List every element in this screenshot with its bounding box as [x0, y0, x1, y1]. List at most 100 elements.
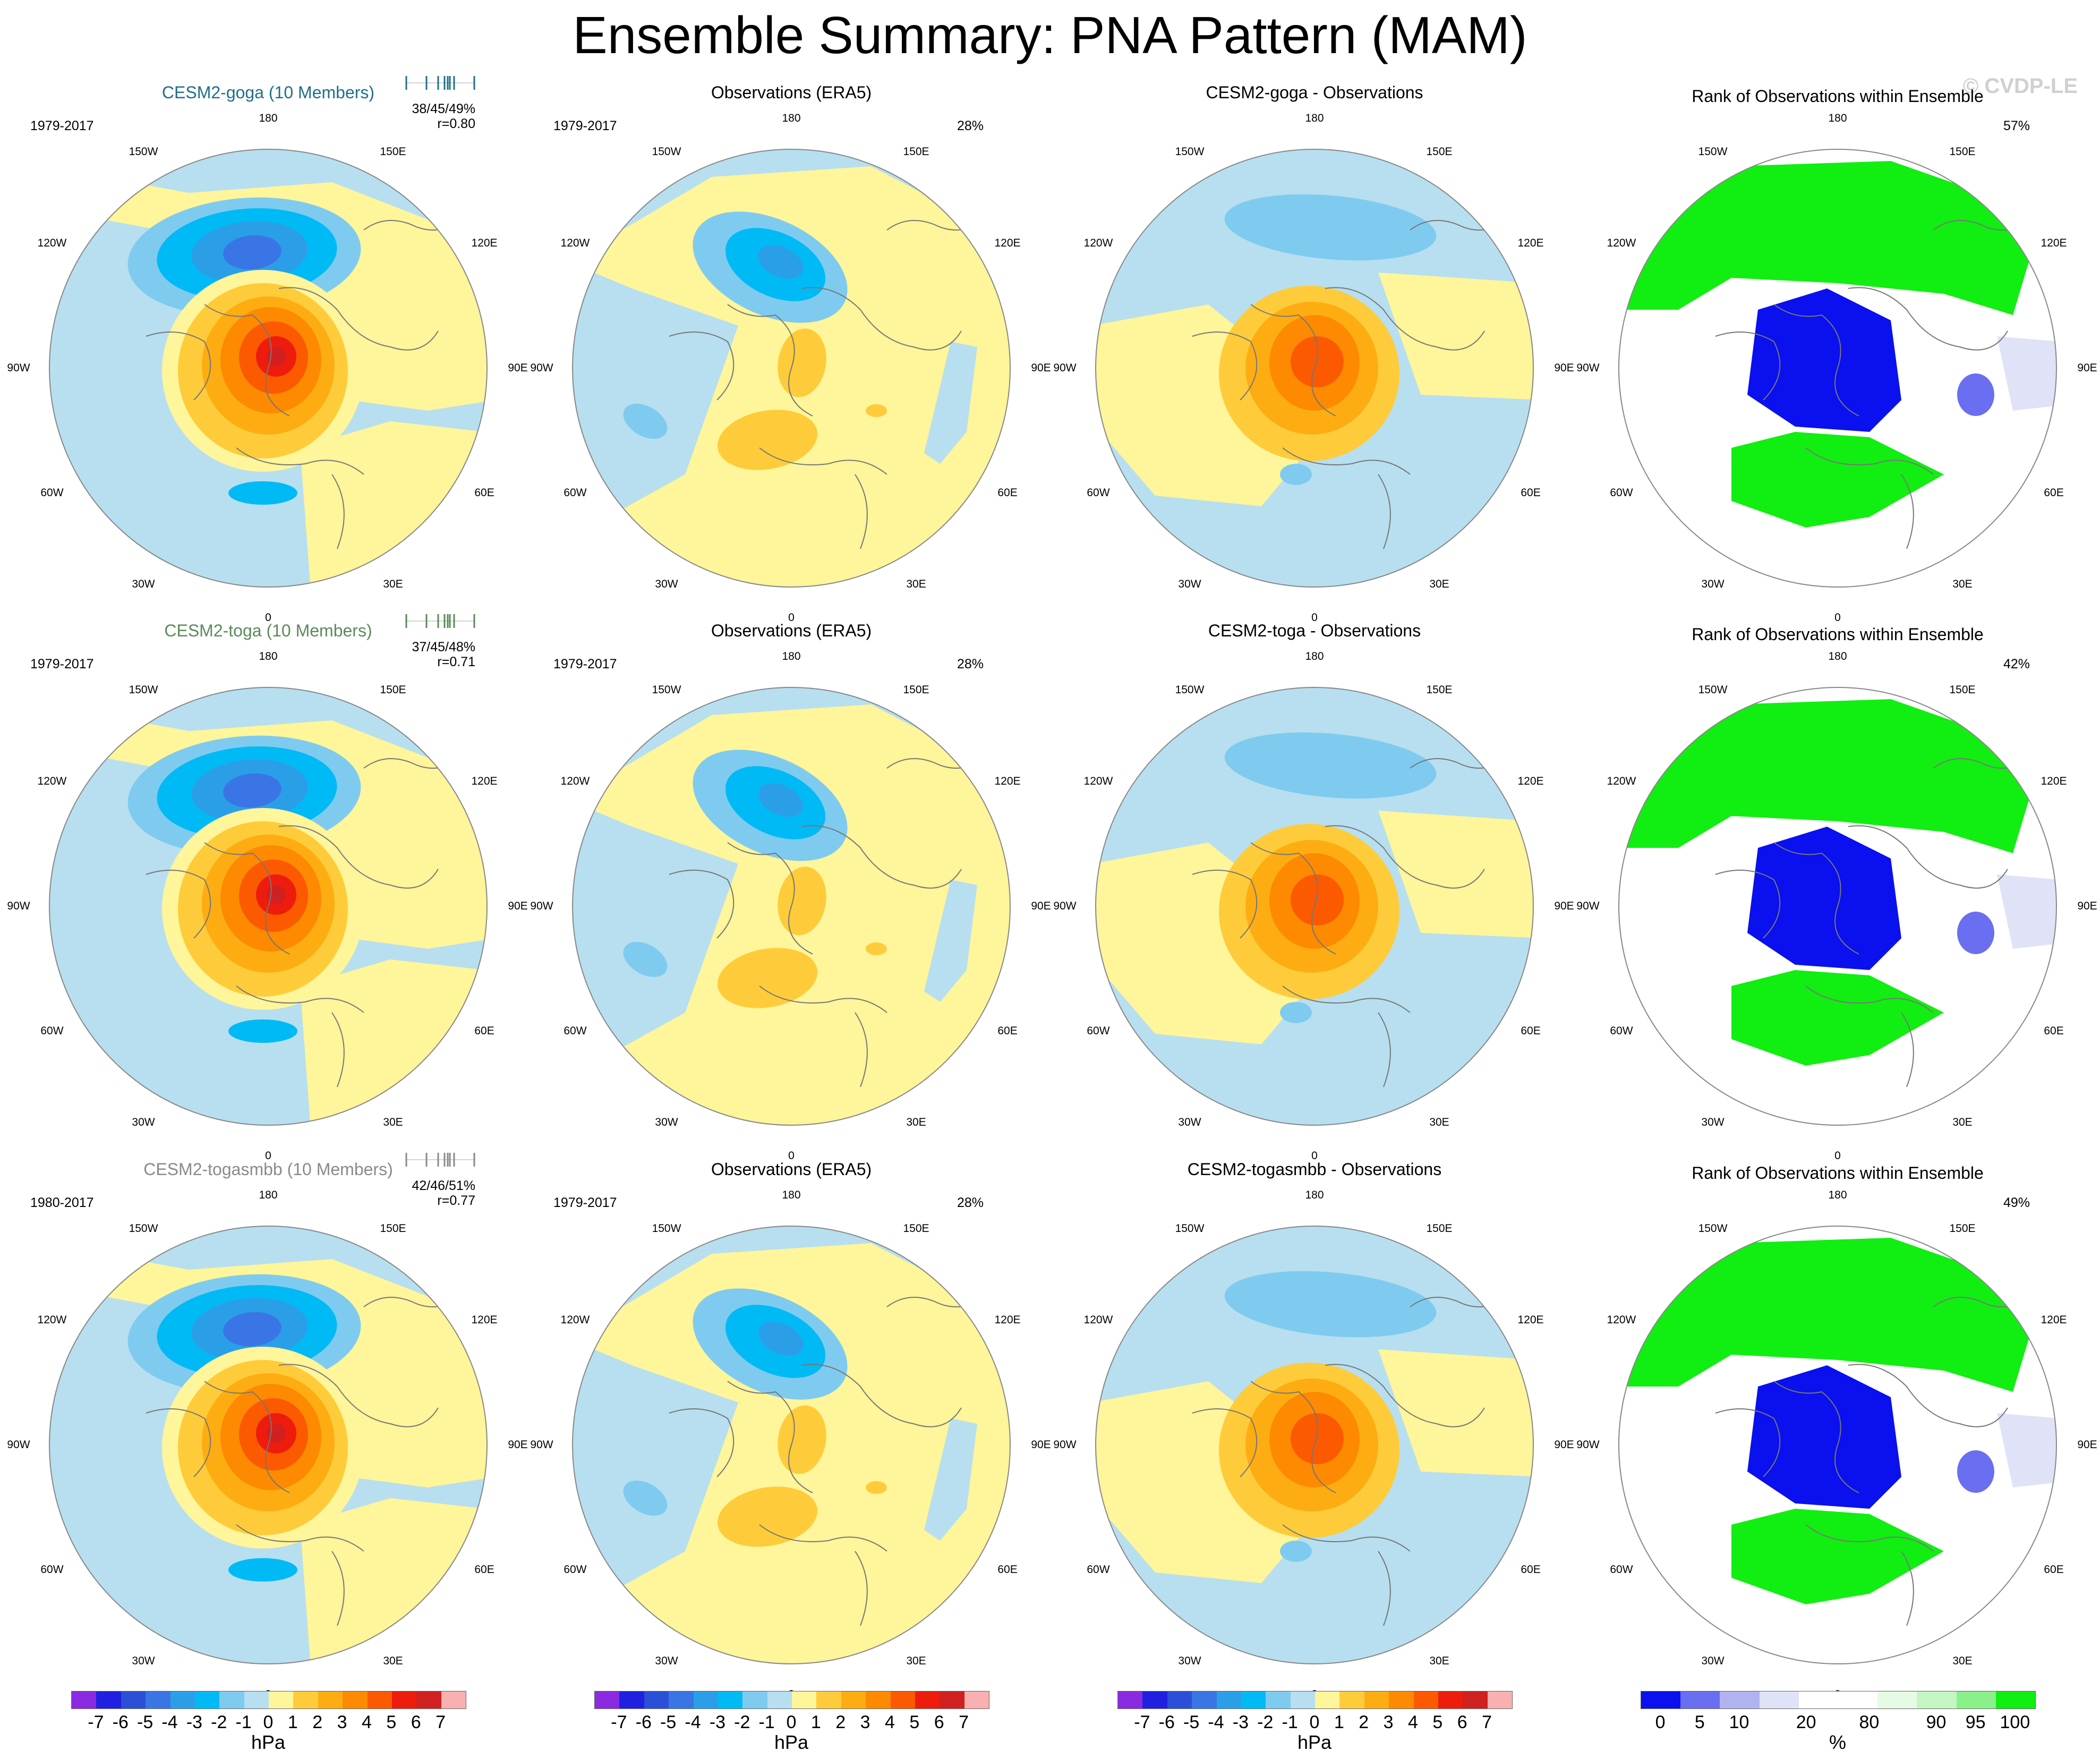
- colorbar-swatch: [1118, 1691, 1143, 1708]
- longitude-label: 150E: [1949, 145, 1976, 158]
- colorbar-swatch: [644, 1691, 669, 1708]
- atlantic-low: [1280, 1002, 1312, 1023]
- colorbar-tick-label: -7: [1134, 1712, 1150, 1732]
- colorbar-swatch: [940, 1691, 964, 1708]
- longitude-label: 90W: [1053, 900, 1077, 912]
- longitude-label: 150E: [380, 145, 406, 158]
- longitude-label: 120E: [994, 1314, 1021, 1326]
- longitude-label: 150E: [903, 683, 929, 696]
- longitude-label: 150E: [1426, 145, 1453, 158]
- colorbar-model: [71, 1691, 466, 1709]
- longitude-label: 90W: [7, 1439, 30, 1451]
- rank-20-east: [1997, 1413, 2056, 1487]
- map-border: [49, 149, 488, 588]
- coastline: [204, 842, 290, 955]
- rank-low-east: [1957, 912, 1994, 954]
- longitude-label: 120E: [471, 237, 498, 249]
- colorbar-swatch: [170, 1691, 195, 1708]
- colorbar-swatch: [1720, 1691, 1760, 1708]
- ocean-strip: [924, 342, 977, 464]
- coastline: [1282, 447, 1411, 475]
- ensemble-percent-stats: 37/45/48%: [412, 640, 475, 654]
- longitude-label: 90E: [508, 1439, 528, 1451]
- longitude-label: 120E: [2041, 775, 2067, 787]
- high-patch-3: [866, 404, 887, 417]
- longitude-label: 150E: [1949, 683, 1976, 696]
- atlantic-low: [1280, 464, 1312, 485]
- coastline: [669, 870, 735, 939]
- high-patch-2: [717, 410, 818, 470]
- colorbar-tick-label: -1: [235, 1712, 252, 1732]
- longitude-label: 30E: [1429, 1655, 1449, 1668]
- coastline: [204, 304, 290, 416]
- colorbar-tick-label: -7: [88, 1712, 104, 1732]
- panel-title-rank: Rank of Observations within Ensemble: [1692, 87, 1984, 106]
- panel-title-model: CESM2-goga (10 Members): [161, 83, 375, 102]
- percent-label: 49%: [2003, 1195, 2030, 1210]
- colorbar-tick-label: -6: [112, 1712, 129, 1732]
- colorbar-swatch: [293, 1691, 318, 1708]
- longitude-label: 120E: [1517, 1314, 1544, 1326]
- colorbar-swatch: [1641, 1691, 1681, 1708]
- longitude-label: 60W: [564, 1025, 587, 1037]
- colorbar-diff: [1117, 1691, 1513, 1709]
- rank-100-south: [1731, 432, 1944, 528]
- longitude-label: 90W: [1576, 900, 1600, 912]
- spread-whisker-glyph: [405, 76, 475, 90]
- longitude-label: 120W: [1607, 1314, 1636, 1326]
- longitude-label: 30E: [906, 1116, 926, 1129]
- colorbar-tick-label: 2: [1359, 1712, 1369, 1732]
- coastline: [331, 1012, 345, 1087]
- colorbar-tick-label: 100: [2000, 1712, 2030, 1732]
- longitude-label: 0: [1834, 1150, 1841, 1162]
- colorbar-obs: [594, 1691, 989, 1709]
- longitude-label: 120W: [37, 1314, 67, 1326]
- polar-map-model: [49, 149, 488, 588]
- colorbar-swatch: [121, 1691, 146, 1708]
- longitude-label: 90E: [1554, 362, 1574, 374]
- coastline: [146, 1408, 211, 1477]
- longitude-label: 150W: [129, 683, 158, 696]
- colorbar-tick-label: 6: [1457, 1712, 1467, 1732]
- coastline: [278, 825, 439, 889]
- longitude-label: 60E: [1521, 487, 1541, 499]
- high-contour-4: [1291, 336, 1344, 387]
- longitude-label: 120W: [560, 1314, 590, 1326]
- longitude-label: 150W: [1175, 145, 1205, 158]
- panel-title-obs: Observations (ERA5): [711, 1160, 872, 1179]
- colorbar-tick-label: -3: [1232, 1712, 1249, 1732]
- longitude-label: 90E: [508, 362, 528, 374]
- coastline: [204, 1381, 290, 1493]
- colorbar-tick-label: -5: [137, 1712, 153, 1732]
- colorbar-swatch: [1266, 1691, 1291, 1708]
- colorbar-swatch: [1315, 1691, 1340, 1708]
- colorbar-tick-label: 6: [934, 1712, 944, 1732]
- longitude-label: 90W: [1053, 1439, 1077, 1451]
- colorbar-tick-label: 90: [1926, 1712, 1947, 1732]
- colorbar-swatch: [441, 1691, 466, 1708]
- longitude-label: 90E: [1031, 362, 1051, 374]
- low-contour-4: [223, 235, 281, 270]
- low-contour-3: [758, 1322, 804, 1356]
- coastline: [727, 304, 813, 416]
- coastline: [1378, 1012, 1391, 1087]
- longitude-label: 90E: [1031, 900, 1051, 912]
- percent-label: 57%: [2003, 118, 2030, 133]
- longitude-label: 120W: [37, 775, 67, 787]
- colorbar-tick-label: 2: [312, 1712, 323, 1732]
- colorbar-unit: hPa: [251, 1731, 286, 1753]
- longitude-label: 60E: [2044, 1025, 2064, 1037]
- colorbar-tick-label: 0: [263, 1712, 274, 1732]
- longitude-label: 60E: [474, 1563, 494, 1576]
- longitude-label: 90W: [7, 900, 30, 912]
- positive-east: [1378, 1349, 1533, 1477]
- colorbar-tick-label: 7: [436, 1712, 446, 1732]
- atlantic-low: [228, 1019, 297, 1043]
- period-label: 1979-2017: [553, 657, 617, 671]
- longitude-label: 30W: [1178, 578, 1201, 591]
- polar-map-diff: [1095, 687, 1534, 1126]
- colorbar-swatch: [595, 1691, 620, 1708]
- colorbar-tick-label: -1: [1282, 1712, 1298, 1732]
- longitude-label: 60W: [1610, 1025, 1633, 1037]
